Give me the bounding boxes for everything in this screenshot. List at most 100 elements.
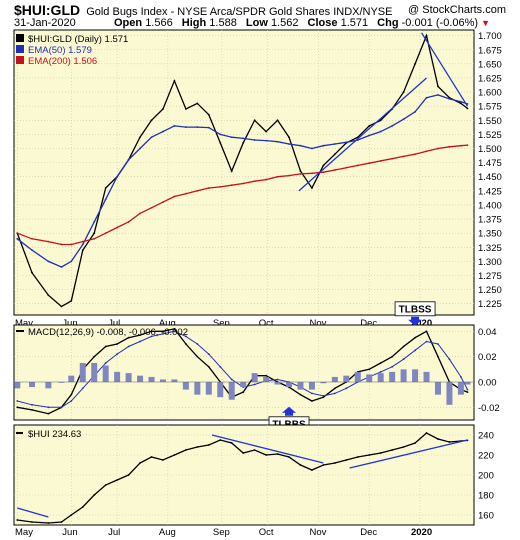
data-point <box>230 170 233 172</box>
data-point <box>173 454 176 456</box>
histogram-bar <box>389 371 396 382</box>
data-point <box>356 456 359 458</box>
histogram-bar <box>58 382 65 383</box>
y-tick-label: 160 <box>478 511 494 522</box>
data-point <box>265 130 267 133</box>
data-point <box>207 113 210 116</box>
data-point <box>104 198 107 201</box>
histogram-bar <box>400 369 407 382</box>
data-point <box>322 171 325 174</box>
data-point <box>322 164 325 167</box>
data-point <box>127 158 130 161</box>
histogram-bar <box>354 371 361 382</box>
data-point <box>31 271 33 274</box>
x-tick-label: Sep <box>213 318 230 329</box>
data-point <box>116 353 119 356</box>
histogram-bar <box>457 382 464 395</box>
data-point <box>437 94 439 96</box>
data-point <box>162 108 164 110</box>
data-point <box>230 442 233 444</box>
legend-label: EMA(50) 1.579 <box>28 45 92 56</box>
data-point <box>139 212 141 215</box>
histogram-bar <box>464 382 471 385</box>
data-point <box>116 226 119 229</box>
y-tick-label: 1.525 <box>478 130 502 141</box>
y-tick-label: 1.575 <box>478 102 502 113</box>
chart-symbol: $HUI:GLD <box>14 2 81 18</box>
histogram-bar <box>240 382 247 388</box>
y-tick-label: 1.325 <box>478 243 502 254</box>
data-point <box>60 521 63 523</box>
histogram-bar <box>79 363 86 382</box>
data-point <box>31 521 33 523</box>
data-point <box>139 462 141 464</box>
data-point <box>466 107 469 110</box>
data-point <box>207 353 210 356</box>
histogram-bar <box>377 373 384 382</box>
data-point <box>466 391 469 394</box>
data-point <box>368 134 371 137</box>
x-tick-label: 2020 <box>411 527 432 538</box>
x-tick-label: May <box>15 527 33 538</box>
data-point <box>414 349 416 352</box>
chart-date: 31-Jan-2020 <box>14 17 76 29</box>
x-tick-label: Oct <box>259 527 274 538</box>
data-point <box>311 187 313 189</box>
histogram-bar <box>343 375 350 382</box>
data-point <box>127 345 130 348</box>
series-line <box>17 328 468 415</box>
data-point <box>425 432 428 434</box>
data-point <box>242 137 245 140</box>
data-point <box>60 266 63 268</box>
y-tick-label: 0.00 <box>478 378 497 389</box>
data-point <box>70 243 73 246</box>
data-point <box>437 438 439 440</box>
data-point <box>47 240 50 243</box>
data-point <box>402 345 405 348</box>
data-point <box>242 141 245 144</box>
callout-box <box>394 301 436 317</box>
hui-panel: 240 220 200 180 160 May Jun Jul Aug Sep Oct Nov Dec 2… <box>13 424 494 538</box>
y-tick-label: 240 <box>478 431 494 442</box>
histogram-bar <box>446 382 453 405</box>
legend-swatch <box>16 34 24 42</box>
y-tick-label: 1.650 <box>478 59 502 70</box>
data-point <box>60 243 63 246</box>
data-point <box>333 143 336 145</box>
data-point <box>265 139 267 142</box>
data-point <box>184 108 187 110</box>
data-point <box>425 330 428 333</box>
y-tick-label: 1.275 <box>478 271 502 282</box>
y-tick-label: 1.225 <box>478 299 502 310</box>
data-point <box>299 393 302 396</box>
data-point <box>368 368 371 371</box>
data-point <box>460 376 462 378</box>
histogram-bar <box>159 379 166 382</box>
data-point <box>356 164 359 167</box>
x-tick-label: Aug <box>159 318 176 329</box>
data-point <box>150 335 153 338</box>
data-point <box>333 169 336 171</box>
callout-label: TLBSS <box>399 304 432 315</box>
data-point <box>139 147 141 150</box>
trendline <box>298 77 427 192</box>
y-tick-label: 0.02 <box>478 352 497 363</box>
data-point <box>402 155 405 158</box>
histogram-bar <box>91 363 98 382</box>
data-point <box>276 453 279 455</box>
series-line <box>17 432 468 524</box>
data-point <box>70 299 73 302</box>
y-tick-label: 1.300 <box>478 257 502 268</box>
histogram-bar <box>366 374 373 382</box>
data-point <box>368 162 371 165</box>
data-point <box>311 469 313 471</box>
data-point <box>70 393 73 396</box>
histogram-bar <box>331 376 338 382</box>
legend-label: EMA(200) 1.506 <box>28 56 97 67</box>
histogram-bar <box>251 373 258 382</box>
callout-arrow-icon <box>282 406 297 416</box>
data-point <box>173 79 176 82</box>
data-point <box>448 441 451 443</box>
data-point <box>116 343 119 345</box>
